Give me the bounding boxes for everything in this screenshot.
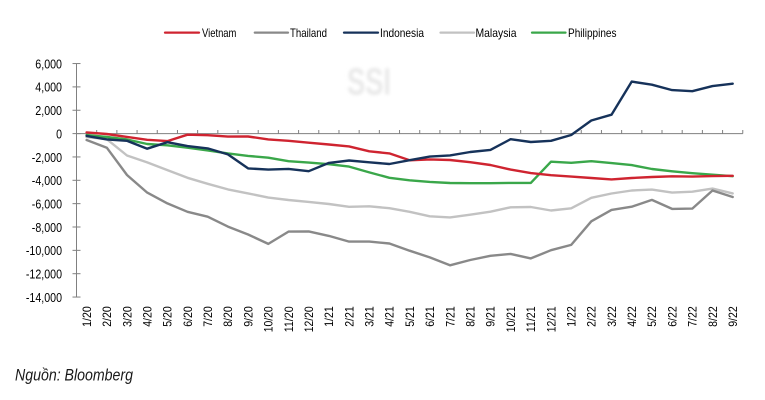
svg-text:4/21: 4/21 — [383, 306, 397, 327]
svg-text:Philippines: Philippines — [568, 26, 617, 40]
svg-text:10/20: 10/20 — [262, 306, 276, 332]
svg-text:3/20: 3/20 — [120, 306, 134, 327]
svg-text:8/22: 8/22 — [706, 306, 720, 327]
svg-text:2/20: 2/20 — [100, 306, 114, 327]
svg-text:Thailand: Thailand — [290, 26, 327, 40]
svg-text:7/22: 7/22 — [686, 306, 700, 327]
svg-text:SSI: SSI — [347, 62, 391, 104]
svg-text:2/21: 2/21 — [342, 306, 356, 327]
svg-text:8/20: 8/20 — [221, 306, 235, 327]
svg-text:5/22: 5/22 — [645, 306, 659, 327]
svg-text:4,000: 4,000 — [35, 80, 62, 95]
svg-text:5/21: 5/21 — [403, 306, 417, 327]
svg-text:9/21: 9/21 — [484, 306, 498, 327]
svg-text:4/22: 4/22 — [625, 306, 639, 327]
svg-text:9/20: 9/20 — [241, 306, 255, 327]
svg-text:6/21: 6/21 — [423, 306, 437, 327]
svg-text:2,000: 2,000 — [35, 103, 62, 118]
svg-text:6/22: 6/22 — [665, 306, 679, 327]
svg-text:-2,000: -2,000 — [32, 150, 62, 165]
svg-text:1/20: 1/20 — [80, 306, 94, 327]
svg-text:Indonesia: Indonesia — [380, 26, 424, 40]
svg-text:6,000: 6,000 — [35, 56, 62, 71]
svg-text:3/22: 3/22 — [605, 306, 619, 327]
svg-text:7/21: 7/21 — [443, 306, 457, 327]
svg-text:1/22: 1/22 — [564, 306, 578, 327]
svg-text:-8,000: -8,000 — [32, 220, 62, 235]
svg-text:Malaysia: Malaysia — [476, 26, 517, 40]
svg-text:9/22: 9/22 — [726, 306, 740, 327]
svg-text:12/21: 12/21 — [544, 306, 558, 332]
svg-text:5/20: 5/20 — [161, 306, 175, 327]
svg-text:-14,000: -14,000 — [26, 290, 62, 305]
svg-text:-10,000: -10,000 — [26, 243, 62, 258]
svg-text:7/20: 7/20 — [201, 306, 215, 327]
svg-text:11/20: 11/20 — [282, 306, 296, 332]
svg-text:10/21: 10/21 — [504, 306, 518, 332]
svg-text:3/21: 3/21 — [363, 306, 377, 327]
svg-text:Vietnam: Vietnam — [202, 26, 236, 40]
svg-text:11/21: 11/21 — [524, 306, 538, 332]
svg-text:6/20: 6/20 — [181, 306, 195, 327]
svg-text:4/20: 4/20 — [140, 306, 154, 327]
svg-text:2/22: 2/22 — [585, 306, 599, 327]
svg-text:0: 0 — [56, 126, 62, 141]
svg-text:-6,000: -6,000 — [32, 196, 62, 211]
svg-text:1/21: 1/21 — [322, 306, 336, 327]
svg-text:Nguồn: Bloomberg: Nguồn: Bloomberg — [15, 366, 133, 385]
svg-text:-12,000: -12,000 — [26, 267, 62, 282]
svg-text:12/20: 12/20 — [302, 306, 316, 332]
svg-text:8/21: 8/21 — [464, 306, 478, 327]
svg-text:-4,000: -4,000 — [32, 173, 62, 188]
